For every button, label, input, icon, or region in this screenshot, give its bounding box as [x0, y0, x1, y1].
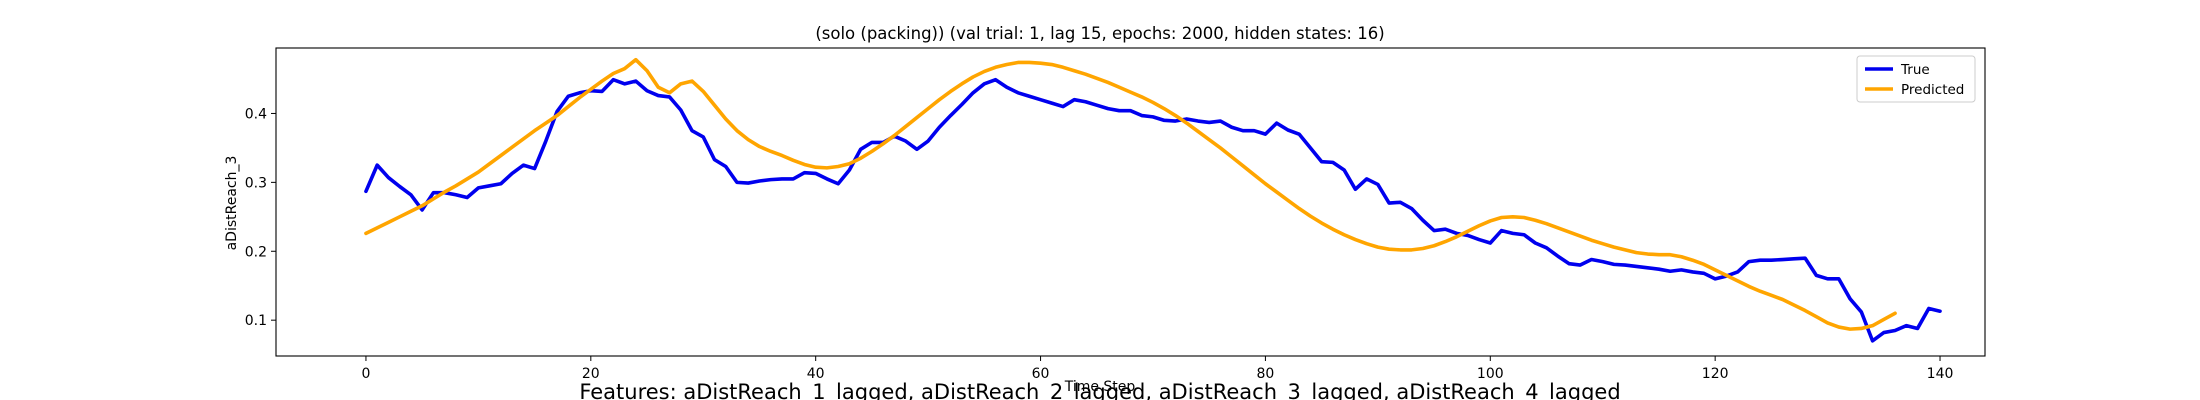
- chart-title: (solo (packing)) (val trial: 1, lag 15, …: [815, 24, 1384, 43]
- x-tick-label: 100: [1477, 366, 1504, 382]
- y-tick-label: 0.4: [245, 106, 267, 122]
- x-axis-title: Time Step: [1064, 379, 1136, 395]
- x-tick-label: 0: [361, 366, 370, 382]
- y-axis-title: aDistReach_3: [224, 156, 240, 251]
- x-tick-label: 140: [1927, 366, 1954, 382]
- series-line-predicted: [364, 57, 1897, 331]
- x-tick-label: 40: [807, 366, 825, 382]
- y-tick-label: 0.3: [245, 175, 267, 191]
- plot-area: 0 20 40 60 80 100 120 140 0.1 0.2 0.3 0.4 True Predic…: [245, 47, 1986, 382]
- series-line-true: [364, 77, 1942, 343]
- x-tick-label: 60: [1032, 366, 1050, 382]
- legend-label-predicted: Predicted: [1901, 82, 1964, 98]
- legend-label-true: True: [1900, 62, 1930, 78]
- y-tick-label: 0.1: [245, 313, 267, 329]
- y-tick-label: 0.2: [245, 244, 267, 260]
- plot-frame: [275, 47, 1986, 357]
- x-tick-label: 120: [1702, 366, 1729, 382]
- x-tick-label: 80: [1257, 366, 1275, 382]
- x-tick-label: 20: [582, 366, 600, 382]
- features-caption: Features: aDistReach_1_lagged, aDistReac…: [579, 380, 1621, 400]
